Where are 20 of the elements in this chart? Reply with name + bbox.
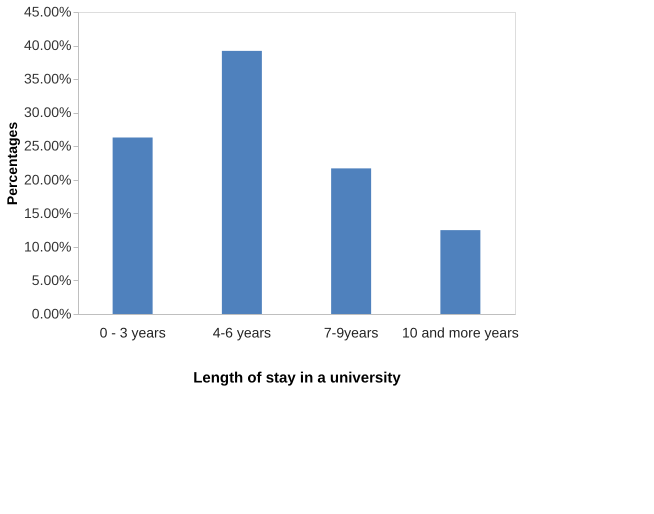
bar xyxy=(222,50,262,314)
x-tick-label: 10 and more years xyxy=(402,324,519,340)
bar xyxy=(440,230,480,314)
y-tick-label: 15.00% xyxy=(24,204,72,221)
y-tick-label: 45.00% xyxy=(24,4,72,20)
bar xyxy=(112,138,153,314)
y-tick-label: 5.00% xyxy=(32,272,72,288)
y-tick-label: 0.00% xyxy=(32,306,72,322)
bar xyxy=(331,168,372,314)
y-axis-title: Percentages xyxy=(4,122,20,206)
x-tick-label: 7-9years xyxy=(324,324,378,340)
x-tick-label: 4-6 years xyxy=(212,324,272,340)
y-tick-label: 35.00% xyxy=(24,70,72,87)
y-tick-label: 25.00% xyxy=(24,138,72,154)
y-tick-label: 30.00% xyxy=(24,104,72,120)
x-axis-title: Length of stay in a university xyxy=(193,370,402,386)
y-tick-label: 40.00% xyxy=(24,37,72,54)
y-tick-label: 10.00% xyxy=(24,238,72,254)
y-tick-label: 20.00% xyxy=(24,171,72,188)
x-tick-label: 0 - 3 years xyxy=(100,324,166,340)
